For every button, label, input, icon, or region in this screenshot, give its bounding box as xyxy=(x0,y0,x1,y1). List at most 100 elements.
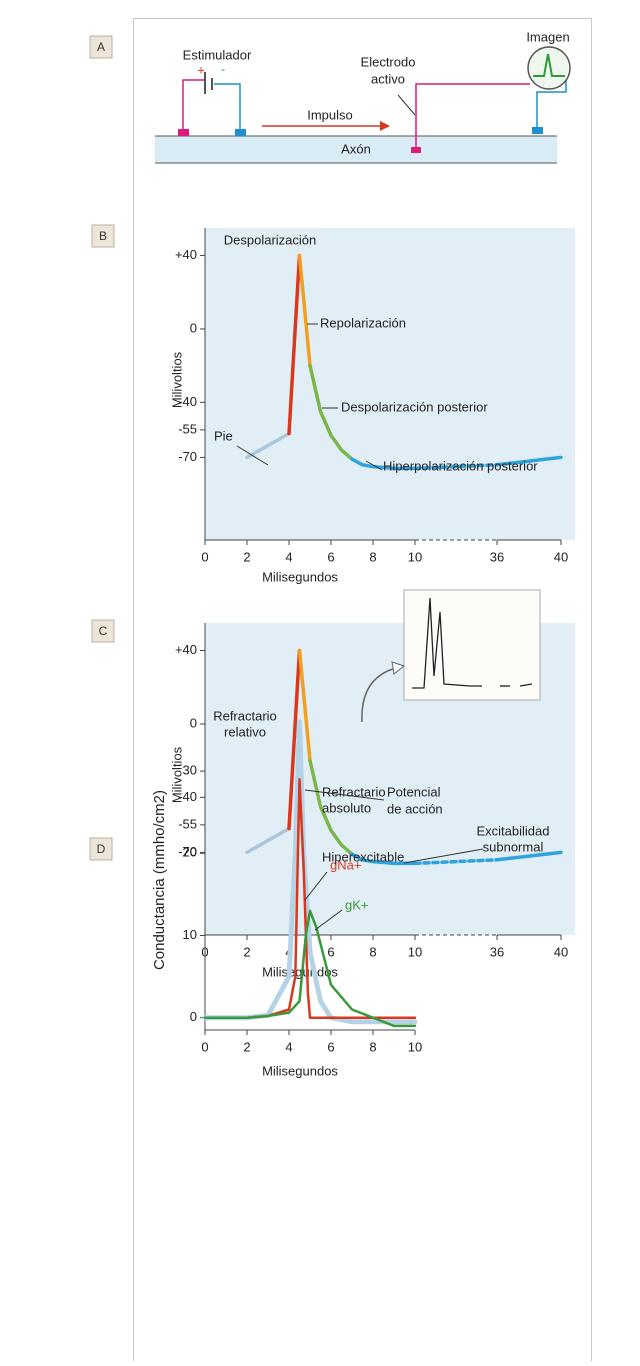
series-line xyxy=(413,463,499,471)
series-label: gK+ xyxy=(345,897,369,912)
leader-line xyxy=(365,460,383,471)
y-axis-label: Milivoltios xyxy=(169,746,184,803)
leader-line xyxy=(403,848,484,864)
impulse-arrowhead xyxy=(380,121,390,131)
electrode-label: Electrodo xyxy=(361,54,416,69)
inset-trace xyxy=(412,597,482,689)
panel-label: C xyxy=(99,624,108,638)
inset-arrowhead xyxy=(391,661,406,675)
y-tick-label: 0 xyxy=(190,320,197,335)
annotation: Hiperpolarización posterior xyxy=(383,458,538,473)
minus-sign: - xyxy=(221,61,225,76)
x-tick-label: 2 xyxy=(243,1039,250,1054)
annotation: relativo xyxy=(224,724,266,739)
annotation: Excitabilidad xyxy=(477,823,550,838)
annotation: Refractario xyxy=(213,708,277,723)
electrode xyxy=(411,147,421,153)
leader-line xyxy=(304,789,385,801)
x-tick-label: 36 xyxy=(490,549,504,564)
annotation: Despolarización xyxy=(224,232,317,247)
y-tick-label: +40 xyxy=(175,247,197,262)
x-tick-label: 2 xyxy=(243,549,250,564)
annotation: Pie xyxy=(214,428,233,443)
inset-trace xyxy=(519,683,533,687)
x-tick-label: 10 xyxy=(408,944,422,959)
plus-sign: + xyxy=(197,62,205,77)
y-tick-label: -70 xyxy=(178,844,197,859)
series-label: gNa+ xyxy=(330,857,361,872)
x-tick-label: 40 xyxy=(554,549,568,564)
oscilloscope xyxy=(527,46,571,90)
y-tick-label: 0 xyxy=(190,715,197,730)
y-tick-label: +40 xyxy=(175,642,197,657)
oscilloscope-trace xyxy=(533,53,565,77)
electrode xyxy=(532,127,543,134)
y-tick-label: -40 xyxy=(178,789,197,804)
panel-label-box xyxy=(91,619,115,643)
y-tick-label: 20 xyxy=(183,845,197,860)
series-line xyxy=(350,852,417,866)
x-tick-label: 40 xyxy=(554,944,568,959)
stimulator-label: Estimulador xyxy=(183,47,252,62)
electrode xyxy=(178,129,189,136)
x-tick-label: 6 xyxy=(327,549,334,564)
axon-label: Axón xyxy=(341,141,371,156)
y-tick-label: 30 xyxy=(183,763,197,778)
electrode-label: activo xyxy=(371,71,405,86)
y-tick-label: -70 xyxy=(178,449,197,464)
y-tick-label: -40 xyxy=(178,394,197,409)
annotation: Potencial xyxy=(387,784,441,799)
series-line xyxy=(297,648,312,763)
series-line xyxy=(245,431,291,460)
plot-background xyxy=(205,228,575,540)
annotation: absoluto xyxy=(322,800,371,815)
y-axis-label: Milivoltios xyxy=(169,351,184,408)
series-line xyxy=(350,457,417,471)
x-tick-label: 6 xyxy=(327,1039,334,1054)
panel-label: B xyxy=(99,229,107,243)
y-axis-label: Conductancia (mmho/cm2) xyxy=(151,790,168,970)
stimulator-wire xyxy=(182,79,206,131)
leader-line xyxy=(304,871,328,901)
annotation: Repolarización xyxy=(320,315,406,330)
series-line xyxy=(245,826,291,855)
series-line xyxy=(297,253,312,368)
series-line xyxy=(308,363,354,461)
x-tick-label: 2 xyxy=(243,944,250,959)
x-axis-label: Milisegundos xyxy=(262,964,338,979)
series-line xyxy=(495,455,563,467)
recording-wire xyxy=(415,83,530,148)
series-line xyxy=(495,850,563,862)
frame xyxy=(133,18,592,1366)
panel-label: D xyxy=(97,842,106,856)
inset-arrow xyxy=(361,667,397,723)
impulse-label: Impulso xyxy=(307,107,353,122)
x-axis-label: Milisegundos xyxy=(262,1063,338,1078)
series-line xyxy=(287,253,302,436)
y-tick-label: -55 xyxy=(178,816,197,831)
leader-line xyxy=(314,909,343,931)
y-tick-label: -55 xyxy=(178,421,197,436)
stimulator-wire xyxy=(214,83,241,131)
x-tick-label: 8 xyxy=(369,1039,376,1054)
panel-label-box xyxy=(89,35,113,59)
panel-label: A xyxy=(97,40,105,54)
x-tick-label: 4 xyxy=(285,549,292,564)
x-tick-label: 36 xyxy=(490,944,504,959)
x-axis-label: Milisegundos xyxy=(262,569,338,584)
leader-line xyxy=(397,94,416,116)
leader-line xyxy=(236,445,269,466)
x-tick-label: 0 xyxy=(201,549,208,564)
x-tick-label: 8 xyxy=(369,549,376,564)
x-tick-label: 0 xyxy=(201,1039,208,1054)
electrode xyxy=(235,129,246,136)
annotation: subnormal xyxy=(483,839,544,854)
axon xyxy=(155,136,557,163)
annotation: Refractario xyxy=(322,784,386,799)
recording-wire xyxy=(536,80,567,129)
x-tick-label: 10 xyxy=(408,549,422,564)
series-line xyxy=(413,858,499,866)
y-tick-label: 10 xyxy=(183,927,197,942)
